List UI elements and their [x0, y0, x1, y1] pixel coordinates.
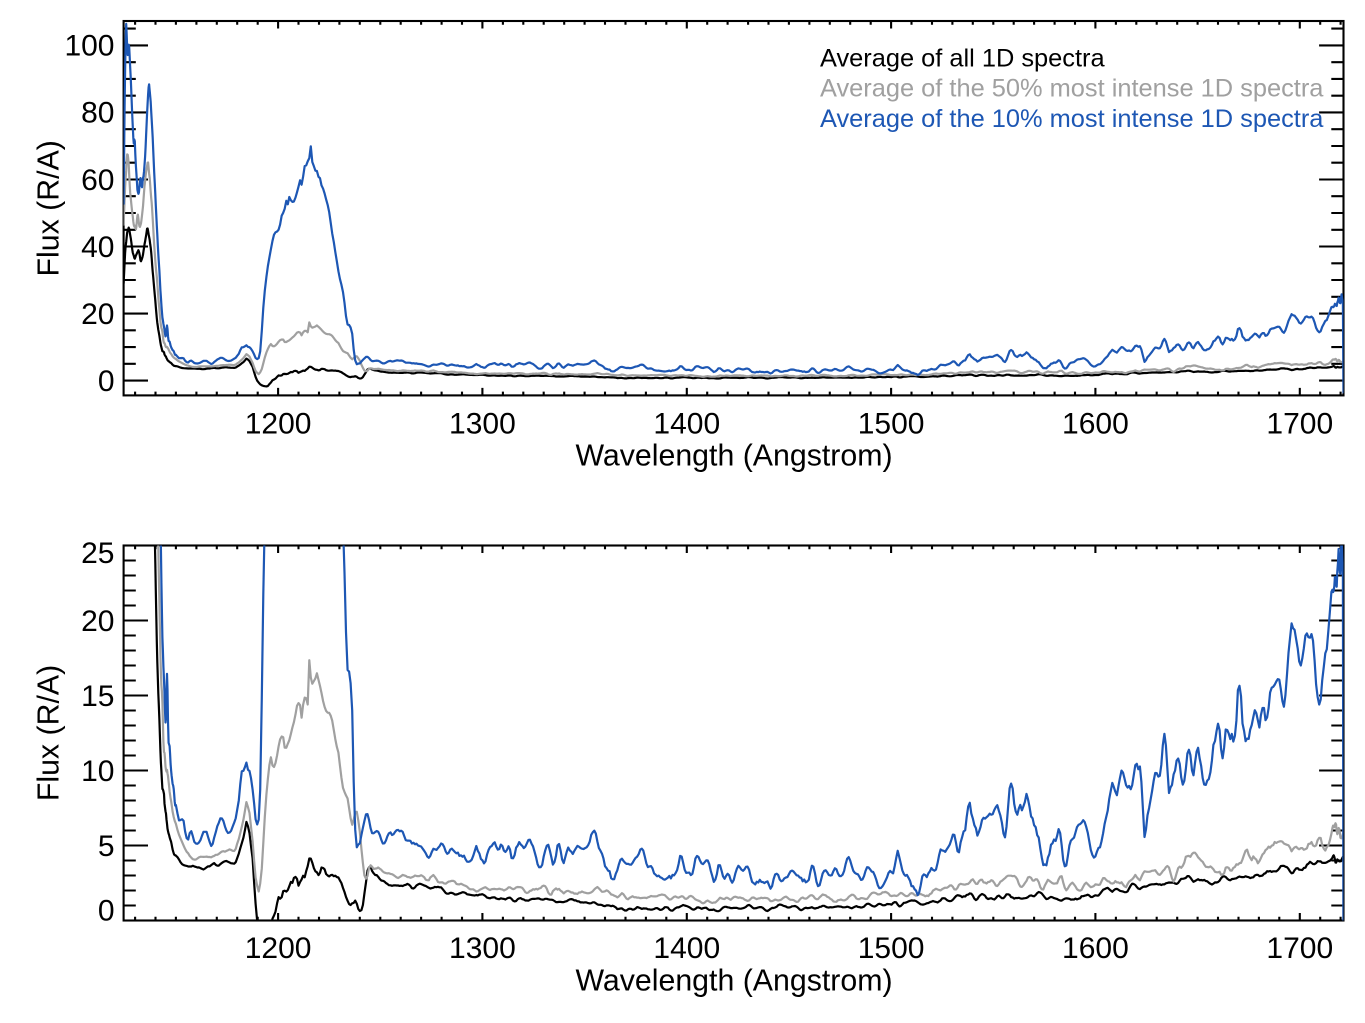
svg-text:100: 100 [64, 30, 114, 63]
svg-text:5: 5 [98, 830, 115, 863]
svg-text:40: 40 [81, 231, 114, 264]
svg-text:1700: 1700 [1266, 408, 1333, 441]
svg-text:Average of the 50% most intens: Average of the 50% most intense 1D spect… [820, 75, 1324, 103]
svg-text:1600: 1600 [1062, 408, 1129, 441]
svg-text:1500: 1500 [858, 932, 925, 965]
svg-text:1700: 1700 [1266, 932, 1333, 965]
svg-text:15: 15 [81, 680, 114, 713]
svg-text:1400: 1400 [653, 932, 720, 965]
svg-text:Flux (R/A): Flux (R/A) [33, 665, 66, 801]
svg-text:1300: 1300 [449, 408, 516, 441]
svg-text:60: 60 [81, 164, 114, 197]
svg-text:25: 25 [81, 537, 114, 570]
svg-text:Wavelength (Angstrom): Wavelength (Angstrom) [575, 440, 892, 473]
svg-text:80: 80 [81, 97, 114, 130]
svg-text:Wavelength (Angstrom): Wavelength (Angstrom) [575, 965, 892, 998]
svg-text:20: 20 [81, 298, 114, 331]
svg-text:1600: 1600 [1062, 932, 1129, 965]
svg-text:10: 10 [81, 755, 114, 788]
svg-text:1200: 1200 [245, 408, 312, 441]
svg-text:1300: 1300 [449, 932, 516, 965]
svg-text:1500: 1500 [858, 408, 925, 441]
svg-text:1200: 1200 [245, 932, 312, 965]
svg-text:Average of all 1D spectra: Average of all 1D spectra [820, 44, 1106, 72]
svg-text:20: 20 [81, 605, 114, 638]
svg-text:0: 0 [98, 894, 115, 927]
svg-text:Flux (R/A): Flux (R/A) [33, 140, 66, 276]
svg-text:1400: 1400 [653, 408, 720, 441]
svg-text:0: 0 [98, 365, 115, 398]
svg-text:Average of the 10% most intens: Average of the 10% most intense 1D spect… [820, 105, 1324, 133]
